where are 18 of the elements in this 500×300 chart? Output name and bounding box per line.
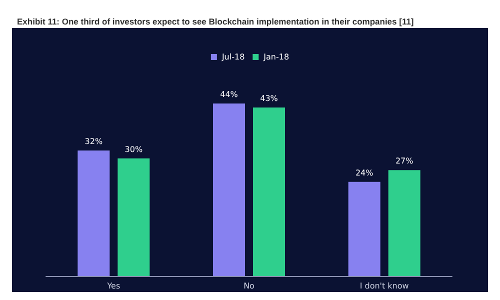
data-label: 30% — [124, 144, 143, 154]
x-tick-label: No — [244, 282, 255, 290]
legend-label: Jul-18 — [220, 52, 245, 62]
bar — [388, 170, 420, 276]
bar — [253, 107, 285, 276]
chart-title: Exhibit 11: One third of investors expect to see Blockchain implementation in their companies [11] — [17, 16, 414, 26]
x-tick-label: I don't know — [360, 282, 410, 290]
data-label: 24% — [355, 168, 374, 178]
bar — [213, 104, 245, 276]
bar — [118, 158, 150, 276]
data-label: 44% — [220, 90, 238, 100]
data-label: 27% — [395, 156, 414, 166]
bar — [78, 150, 110, 276]
bar — [348, 182, 380, 276]
data-label: 32% — [84, 137, 103, 146]
data-label: 43% — [260, 94, 278, 103]
x-tick-label: Yes — [106, 282, 120, 290]
legend-label: Jan-18 — [262, 52, 290, 62]
